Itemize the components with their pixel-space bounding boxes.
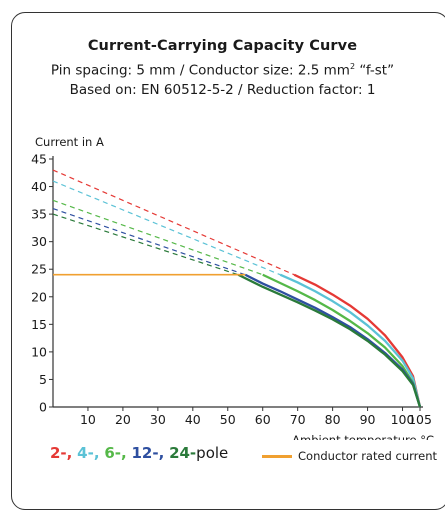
legend-pole-suffix: pole xyxy=(196,444,229,462)
x-tick-label: 80 xyxy=(325,412,341,427)
x-tick-label: 90 xyxy=(360,412,376,427)
series-24-pole xyxy=(237,273,422,408)
y-tick-label: 25 xyxy=(31,262,47,277)
series-2-pole xyxy=(293,273,422,408)
x-tick-label: 60 xyxy=(255,412,271,427)
y-tick-label: 15 xyxy=(31,317,47,332)
series-dashed-2-pole xyxy=(52,169,295,276)
y-axis-label: Current in A xyxy=(35,135,104,149)
y-tick-label: 45 xyxy=(31,152,47,167)
series-dashed-6-pole xyxy=(52,199,263,276)
x-axis-label: Ambient temperature °C xyxy=(292,433,434,440)
y-tick-label: 5 xyxy=(39,372,47,387)
y-tick-label: 40 xyxy=(31,179,47,194)
y-tick-label: 20 xyxy=(31,289,47,304)
legend-6-pole: 6-, xyxy=(104,444,127,462)
series-4-pole xyxy=(279,273,422,408)
subtitle-pin-suffix: “f-st” xyxy=(355,62,395,79)
pole-legend: 2-, 4-, 6-, 12-, 24-pole xyxy=(50,444,228,462)
y-tick-label: 0 xyxy=(39,400,47,415)
x-tick-label: 70 xyxy=(290,412,306,427)
x-tick-label: 50 xyxy=(220,412,236,427)
x-tick-label: 10 xyxy=(80,412,96,427)
x-tick-label: 100 xyxy=(391,412,415,427)
x-tick-label: 30 xyxy=(150,412,166,427)
legend-2-pole: 2-, xyxy=(50,444,73,462)
y-tick-label: 35 xyxy=(31,207,47,222)
y-tick-label: 10 xyxy=(31,344,47,359)
series-dashed-24-pole xyxy=(52,213,239,276)
legend-24-pole: 24- xyxy=(169,444,197,462)
x-tick-label: 20 xyxy=(115,412,131,427)
subtitle-pin-prefix: Pin spacing: 5 mm / Conductor size: 2.5 … xyxy=(50,62,350,79)
series-dashed-4-pole xyxy=(52,180,281,276)
rated-current-label: Conductor rated current xyxy=(298,449,437,463)
y-tick-label: 30 xyxy=(31,234,47,249)
rated-current-legend: Conductor rated current xyxy=(262,449,437,463)
legend-12-pole: 12-, xyxy=(131,444,165,462)
chart-subtitle-pin: Pin spacing: 5 mm / Conductor size: 2.5 … xyxy=(0,62,445,79)
chart-title: Current-Carrying Capacity Curve xyxy=(87,38,358,54)
x-tick-label: 40 xyxy=(185,412,201,427)
rated-current-swatch xyxy=(262,454,292,458)
legend-4-pole: 4-, xyxy=(77,444,100,462)
subtitle-pin-sup: 2 xyxy=(349,62,356,71)
chart-subtitle-basis: Based on: EN 60512-5-2 / Reduction facto… xyxy=(69,82,376,98)
series-dashed-12-pole xyxy=(52,208,246,276)
x-tick-label: 105 xyxy=(408,412,432,427)
series-6-pole xyxy=(262,273,422,408)
chart-plot: 0 5 10 15 20 25 30 35 40 45 10 20 30 40 50 60 70 80 90 1001… xyxy=(31,135,434,440)
